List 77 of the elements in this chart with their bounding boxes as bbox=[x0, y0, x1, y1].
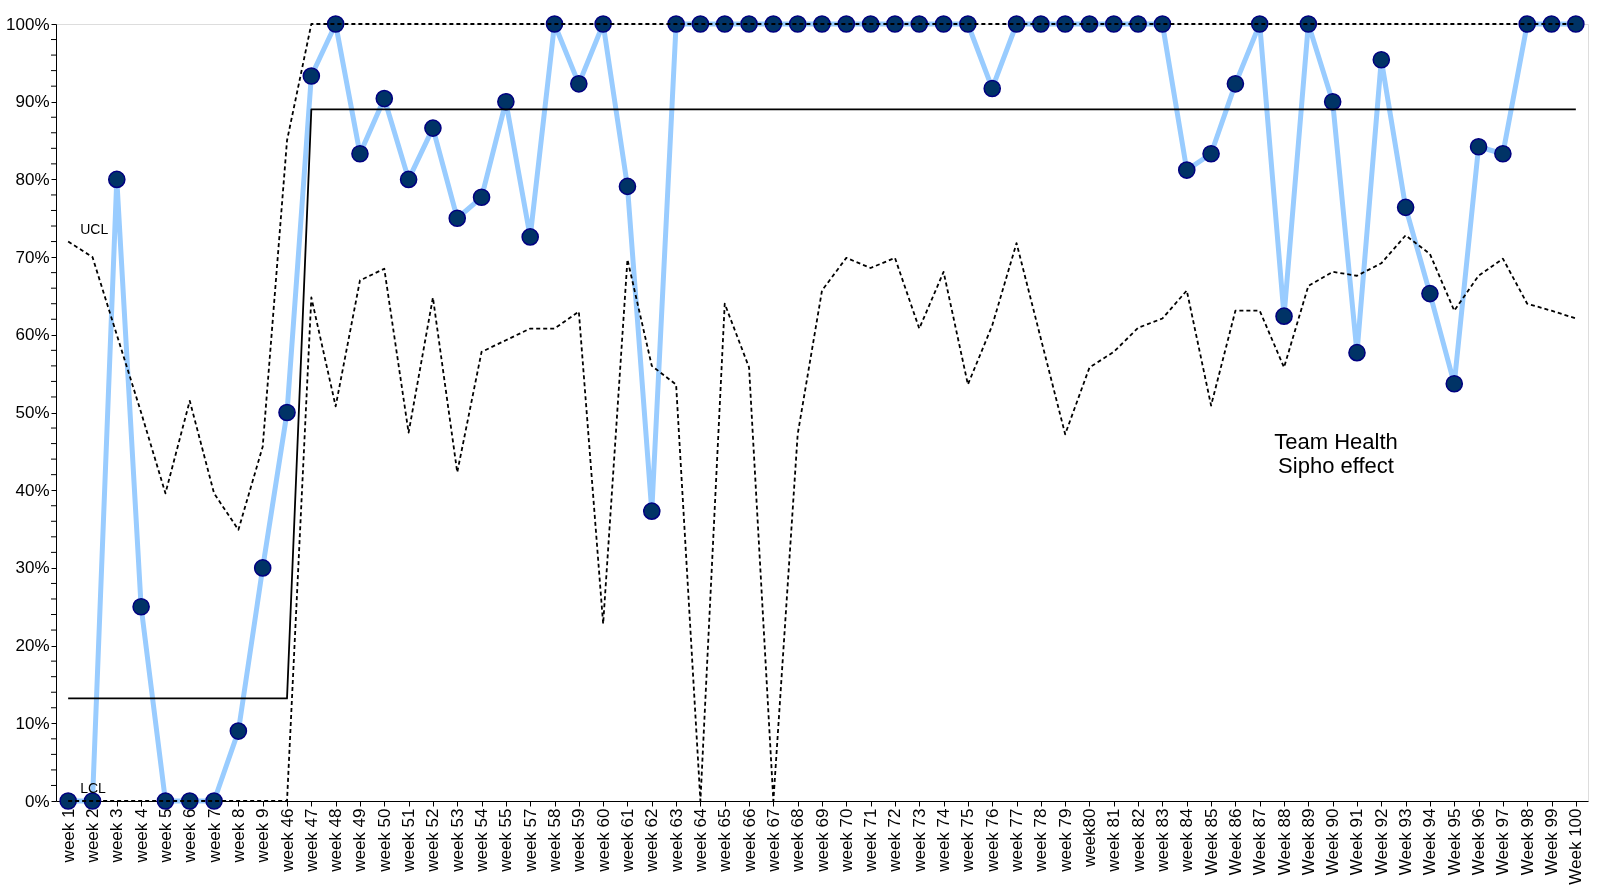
x-tick-label: week 60 bbox=[593, 808, 613, 873]
x-tick-label: week 6 bbox=[180, 808, 200, 864]
y-tick-label: 40% bbox=[15, 480, 50, 500]
x-tick-label: week 4 bbox=[131, 808, 151, 864]
x-tick-label: Week 99 bbox=[1542, 808, 1562, 876]
x-tick-label: week 7 bbox=[204, 808, 224, 864]
x-tick-label: week 67 bbox=[763, 808, 783, 873]
x-tick-label: week 52 bbox=[423, 808, 443, 873]
y-tick-label: 50% bbox=[15, 403, 50, 422]
x-tick-label: week 68 bbox=[788, 808, 808, 873]
x-tick-label: week 74 bbox=[934, 808, 954, 873]
x-tick-label: week 65 bbox=[715, 808, 735, 873]
x-tick-label: Week 86 bbox=[1225, 808, 1245, 876]
x-tick-label: week 71 bbox=[861, 808, 881, 873]
y-tick-label: 90% bbox=[15, 92, 50, 112]
x-tick-label: week 59 bbox=[569, 808, 589, 873]
x-tick-label: week80 bbox=[1079, 808, 1099, 869]
x-tick-label: week 47 bbox=[301, 808, 321, 873]
y-tick-label: 60% bbox=[15, 325, 50, 345]
x-tick-label: Week 92 bbox=[1371, 808, 1391, 876]
x-tick-label: week 46 bbox=[277, 808, 297, 873]
x-tick-label: Week 94 bbox=[1420, 808, 1440, 876]
x-tick-label: week 72 bbox=[885, 808, 905, 873]
x-tick-label: week 75 bbox=[958, 808, 978, 873]
x-tick-label: Week 100 bbox=[1566, 808, 1586, 885]
x-tick-label: Week 91 bbox=[1347, 808, 1367, 876]
x-tick-label: week 73 bbox=[909, 808, 929, 873]
y-tick-label: 10% bbox=[15, 713, 50, 733]
x-tick-label: week 69 bbox=[812, 808, 832, 873]
x-tick-label: week 2 bbox=[82, 808, 102, 864]
x-tick-label: Week 93 bbox=[1396, 808, 1416, 876]
series-label: LCL bbox=[80, 780, 107, 796]
x-tick-label: Week 95 bbox=[1444, 808, 1464, 876]
x-tick-label: week 3 bbox=[107, 808, 127, 864]
y-tick-label: 0% bbox=[24, 791, 50, 811]
x-tick-label: week 53 bbox=[447, 808, 467, 873]
x-tick-label: Week 85 bbox=[1201, 808, 1221, 876]
x-tick-label: week 63 bbox=[666, 808, 686, 873]
x-tick-label: week 84 bbox=[1177, 808, 1197, 873]
x-tick-label: week 83 bbox=[1152, 808, 1172, 873]
y-tick-label: 70% bbox=[15, 247, 50, 267]
x-tick-label: week 49 bbox=[350, 808, 370, 873]
x-tick-label: Week 90 bbox=[1323, 808, 1343, 876]
x-tick-label: week 48 bbox=[326, 808, 346, 873]
x-tick-label: week 9 bbox=[253, 808, 273, 864]
x-tick-label: week 77 bbox=[1007, 808, 1027, 873]
x-tick-label: week 76 bbox=[982, 808, 1002, 873]
x-tick-label: week 78 bbox=[1031, 808, 1051, 873]
x-tick-label: week 5 bbox=[155, 808, 175, 864]
x-tick-label: week 8 bbox=[228, 808, 248, 864]
x-tick-label: week 1 bbox=[58, 808, 78, 864]
x-tick-label: week 61 bbox=[617, 808, 637, 873]
x-tick-label: week 55 bbox=[496, 808, 516, 873]
x-tick-label: week 81 bbox=[1104, 808, 1124, 873]
y-tick-label: 80% bbox=[15, 169, 50, 189]
x-tick-label: week 50 bbox=[374, 808, 394, 873]
x-tick-label: Week 97 bbox=[1493, 808, 1513, 876]
y-tick-label: 30% bbox=[15, 558, 50, 578]
x-tick-label: Week 87 bbox=[1250, 808, 1270, 876]
x-tick-label: week 62 bbox=[642, 808, 662, 873]
annotation: Team Health Sipho effect bbox=[1274, 429, 1398, 479]
x-tick-label: Week 96 bbox=[1469, 808, 1489, 876]
x-tick-label: week 66 bbox=[739, 808, 759, 873]
x-tick-label: Week 88 bbox=[1274, 808, 1294, 876]
y-tick-label: 100% bbox=[6, 14, 50, 34]
x-tick-label: week 57 bbox=[520, 808, 540, 873]
y-tick-label: 20% bbox=[15, 636, 50, 656]
x-tick-label: Week 98 bbox=[1517, 808, 1537, 876]
x-tick-label: Week 89 bbox=[1298, 808, 1318, 876]
x-tick-label: week 82 bbox=[1128, 808, 1148, 873]
x-tick-label: week 51 bbox=[399, 808, 419, 873]
x-tick-label: week 54 bbox=[472, 808, 492, 873]
x-tick-label: week 58 bbox=[545, 808, 565, 873]
x-tick-label: week 79 bbox=[1055, 808, 1075, 873]
x-tick-label: week 64 bbox=[690, 808, 710, 873]
series-label: UCL bbox=[80, 220, 109, 237]
x-tick-label: week 70 bbox=[836, 808, 856, 873]
